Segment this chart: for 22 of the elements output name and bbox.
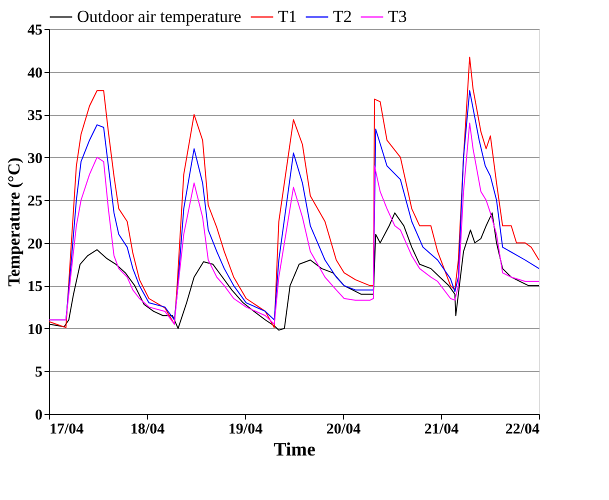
x-tick-label: 18/04	[130, 422, 166, 438]
y-tick-label: 25	[28, 194, 42, 210]
x-tick-label: 20/04	[326, 422, 362, 438]
legend-label: Outdoor air temperature	[77, 7, 242, 26]
y-tick-label: 35	[28, 108, 42, 124]
y-tick-label: 0	[35, 408, 42, 424]
legend-label: T2	[333, 7, 352, 26]
legend-label: T1	[278, 7, 297, 26]
x-tick-label: 22/04	[505, 422, 540, 438]
y-tick-label: 30	[28, 150, 42, 167]
x-axis-title: Time	[274, 440, 316, 460]
y-axis-title: Temperature (°C)	[4, 157, 24, 287]
y-tick-label: 20	[28, 236, 42, 252]
y-tick-label: 15	[28, 279, 42, 296]
y-tick-label: 10	[28, 322, 42, 338]
y-tick-label: 45	[28, 22, 42, 38]
y-tick-label: 5	[35, 364, 42, 381]
x-tick-label: 17/04	[50, 422, 84, 438]
x-tick-label: 19/04	[228, 422, 264, 438]
legend-label: T3	[388, 7, 407, 26]
x-tick-label: 21/04	[424, 422, 460, 438]
y-tick-label: 40	[28, 65, 42, 82]
